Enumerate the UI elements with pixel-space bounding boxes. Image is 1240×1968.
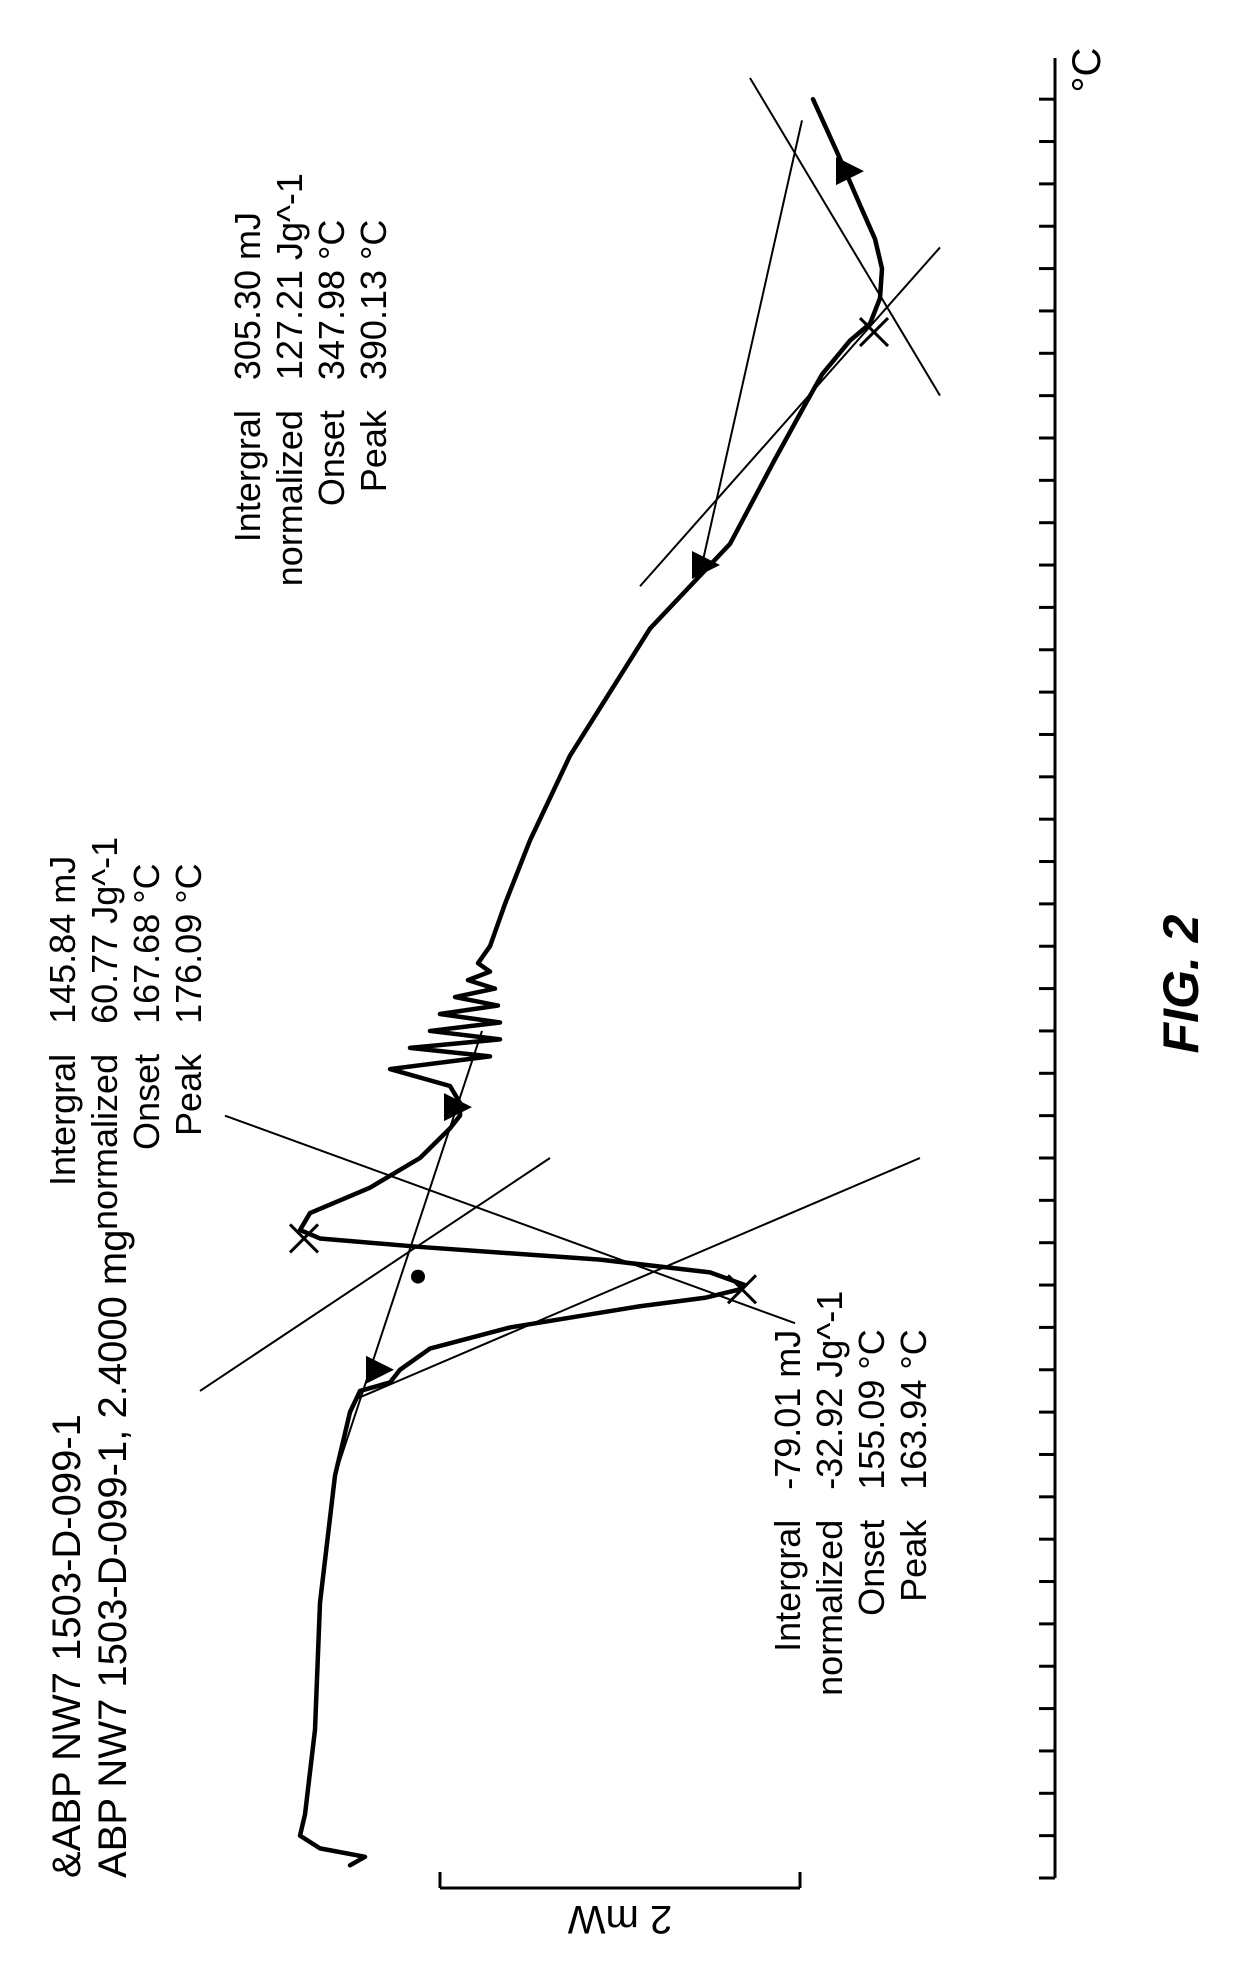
annot-value: 167.68 °C — [126, 863, 167, 1024]
annot-label: Intergral — [42, 1054, 83, 1186]
x-axis-unit: °C — [1065, 48, 1109, 93]
annot-label: Onset — [126, 1054, 167, 1150]
sample-title: &ABP NW7 1503-D-099-1 — [45, 1414, 89, 1878]
figure-caption: FIG. 2 — [1152, 0, 1210, 1968]
annot-value: 60.77 Jg^-1 — [84, 837, 125, 1024]
dsc-chart: °C 2 mW&ABP NW7 1503-D-099-1ABP NW7 1503-… — [0, 0, 1240, 1968]
annot-label: Onset — [311, 410, 352, 506]
annot-label: Intergral — [767, 1520, 808, 1652]
annot-value: 127.21 Jg^-1 — [269, 173, 310, 380]
annot-value: 145.84 mJ — [42, 856, 83, 1024]
rotated-canvas: °C 2 mW&ABP NW7 1503-D-099-1ABP NW7 1503-… — [0, 0, 1240, 1968]
annot-value: 390.13 °C — [353, 220, 394, 381]
annot-label: Peak — [893, 1519, 934, 1602]
y-scalebar-label: 2 mW — [568, 1897, 673, 1941]
tangent-line — [225, 1116, 795, 1324]
dot-marker-icon — [411, 1270, 425, 1284]
annot-label: normalized — [809, 1520, 850, 1696]
annot-value: 305.30 mJ — [227, 212, 268, 380]
annot-label: normalized — [84, 1054, 125, 1230]
annot-label: Onset — [851, 1520, 892, 1616]
annot-label: normalized — [269, 410, 310, 586]
stage: °C 2 mW&ABP NW7 1503-D-099-1ABP NW7 1503-… — [0, 0, 1240, 1968]
annot-value: 163.94 °C — [893, 1329, 934, 1490]
annot-label: Peak — [168, 1053, 209, 1136]
tangent-line — [640, 247, 940, 586]
annot-label: Intergral — [227, 410, 268, 542]
annot-value: 176.09 °C — [168, 863, 209, 1024]
annot-value: 347.98 °C — [311, 220, 352, 381]
annot-value: -32.92 Jg^-1 — [809, 1291, 850, 1490]
annot-label: Peak — [353, 409, 394, 492]
annot-value: 155.09 °C — [851, 1329, 892, 1490]
annot-value: -79.01 mJ — [767, 1330, 808, 1490]
sample-title: ABP NW7 1503-D-099-1, 2.4000 mg — [91, 1230, 135, 1879]
triangle-marker-icon — [692, 551, 720, 579]
